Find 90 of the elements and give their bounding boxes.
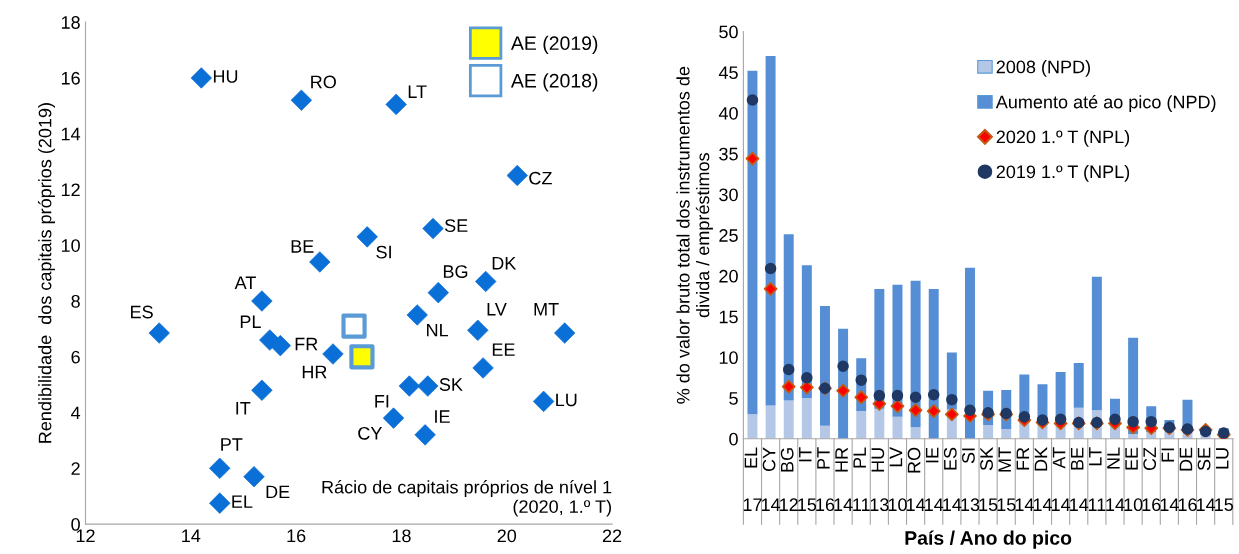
annotation: LV xyxy=(487,303,507,316)
y-axis-title: Rendibilidade dos capitais próprios (2019) xyxy=(37,103,55,443)
annotation: SE xyxy=(444,219,468,232)
category-label: DK 14 xyxy=(1033,447,1052,511)
legend-label: 2008 (NPD) xyxy=(996,60,1090,77)
category-label: SE 14 xyxy=(1196,447,1216,511)
y-tick-label: 50 xyxy=(719,25,738,39)
annotation: BG xyxy=(443,265,468,278)
annotation: IE xyxy=(435,410,450,423)
category-label: FI 14 xyxy=(1160,448,1179,511)
category-label: PL 11 xyxy=(853,447,870,511)
y-tick-label: 10 xyxy=(719,351,738,365)
x-tick-label: 20 xyxy=(497,529,517,543)
y-tick-label: 40 xyxy=(718,106,738,120)
annotation: MT xyxy=(534,303,559,316)
y-tick-label: 18 xyxy=(61,16,80,29)
annotation: BE xyxy=(291,240,314,253)
y-tick-label: 5 xyxy=(729,392,738,405)
y-tick-label: 10 xyxy=(61,239,80,252)
legend-label: Aumento até ao pico (NPD) xyxy=(995,94,1216,112)
legend-label: 2019 1.º T (NPL) xyxy=(996,164,1130,182)
y-tick-label: 45 xyxy=(718,66,738,80)
category-label: LV 10 xyxy=(888,446,907,512)
annotation: HU xyxy=(213,70,238,83)
x-axis-title: Rácio de capitais próprios de nível 1 (2020, 1.º T) xyxy=(322,480,612,517)
y-tick-label: 25 xyxy=(719,229,738,242)
y-tick-label: 2 xyxy=(71,462,80,475)
category-label: EE 10 xyxy=(1124,447,1143,512)
annotation: CY xyxy=(358,426,383,440)
category-label: IE 14 xyxy=(925,447,944,511)
x-tick-label: 22 xyxy=(602,529,622,543)
y-tick-label: 14 xyxy=(61,127,81,141)
category-label: SI 13 xyxy=(961,448,980,512)
y-tick-label: 8 xyxy=(71,294,80,308)
y-tick-label: 0 xyxy=(729,432,738,446)
annotation: LU xyxy=(556,393,577,407)
annotation: EL xyxy=(232,495,253,508)
annotation: EE xyxy=(492,343,515,356)
annotation: NL xyxy=(427,323,449,337)
annotation: PT xyxy=(221,438,243,451)
y-tick-label: 12 xyxy=(61,183,80,197)
category-label: LU 15 xyxy=(1215,448,1234,512)
category-label: ES 14 xyxy=(943,447,962,511)
category-label: AT 14 xyxy=(1051,447,1071,511)
annotation: SK xyxy=(439,378,463,391)
category-label: HR 14 xyxy=(834,447,853,511)
y-axis-title: % do valor bruto total dos instrumentos de divida / empréstimos xyxy=(676,66,713,404)
category-label: BE 14 xyxy=(1070,447,1089,511)
annotation: AT xyxy=(234,276,256,289)
y-tick-label: 15 xyxy=(719,310,738,324)
annotation: DK xyxy=(492,256,517,270)
x-tick-label: 14 xyxy=(182,529,201,543)
x-tick-label: 18 xyxy=(392,529,411,543)
category-label: BG 12 xyxy=(780,448,798,511)
annotation: FR xyxy=(295,337,318,351)
annotation: ES xyxy=(131,305,153,319)
legend-label: 2020 1.º T (NPL) xyxy=(996,130,1130,147)
annotation: IT xyxy=(236,402,251,415)
legend-label: AE (2019) xyxy=(510,35,598,54)
annotation: PL xyxy=(240,315,261,328)
category-label: FR 14 xyxy=(1015,447,1034,511)
annotation: CZ xyxy=(529,171,552,185)
category-label: LT 11 xyxy=(1088,447,1106,511)
y-tick-label: 0 xyxy=(71,518,80,531)
category-label: NL 14 xyxy=(1106,447,1125,511)
y-tick-label: 20 xyxy=(719,269,738,283)
category-label: SK 15 xyxy=(979,447,998,512)
annotation: LT xyxy=(408,85,427,98)
annotation: FI xyxy=(375,395,389,408)
category-label: PT 16 xyxy=(816,447,835,512)
annotation: HR xyxy=(302,365,327,379)
category-label: MT 15 xyxy=(997,447,1016,512)
y-tick-label: 4 xyxy=(71,406,81,420)
category-label: IT 15 xyxy=(798,447,817,512)
annotation: SI xyxy=(376,245,391,259)
y-tick-label: 16 xyxy=(61,71,80,85)
y-tick-label: 35 xyxy=(719,147,738,161)
annotation: DE xyxy=(266,485,290,499)
category-label: DE 16 xyxy=(1178,447,1197,512)
category-label: EL 17 xyxy=(743,447,762,511)
legend-label: AE (2018) xyxy=(510,73,598,92)
y-tick-label: 6 xyxy=(71,350,80,364)
annotation: RO xyxy=(311,75,336,89)
category-label: RO 14 xyxy=(906,447,926,511)
x-tick-label: 16 xyxy=(287,529,306,543)
category-label: CY 14 xyxy=(761,447,781,511)
category-label: CZ 16 xyxy=(1142,447,1161,512)
category-label: HU 13 xyxy=(870,448,889,512)
y-tick-label: 30 xyxy=(719,188,738,202)
x-axis-title: País / Ano do pico xyxy=(905,530,1072,549)
